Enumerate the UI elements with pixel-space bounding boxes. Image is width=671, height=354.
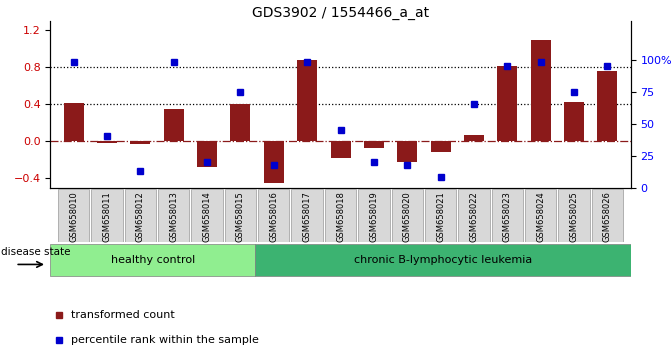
Bar bbox=[458, 189, 490, 242]
Text: GSM658019: GSM658019 bbox=[370, 192, 378, 242]
Text: GSM658018: GSM658018 bbox=[336, 192, 345, 242]
Bar bbox=[97, 141, 117, 143]
Bar bbox=[258, 189, 289, 242]
Bar bbox=[64, 103, 84, 141]
Bar bbox=[191, 189, 223, 242]
Bar bbox=[397, 141, 417, 162]
Bar bbox=[531, 40, 551, 141]
Bar bbox=[325, 189, 356, 242]
Text: healthy control: healthy control bbox=[111, 255, 195, 265]
Text: GSM658023: GSM658023 bbox=[503, 192, 512, 242]
Text: chronic B-lymphocytic leukemia: chronic B-lymphocytic leukemia bbox=[354, 255, 532, 265]
Bar bbox=[358, 189, 390, 242]
Text: GSM658016: GSM658016 bbox=[269, 192, 278, 242]
Bar bbox=[158, 189, 189, 242]
Bar bbox=[597, 71, 617, 141]
Bar bbox=[558, 189, 590, 242]
Text: GSM658015: GSM658015 bbox=[236, 192, 245, 242]
Bar bbox=[592, 189, 623, 242]
Text: transformed count: transformed count bbox=[70, 310, 174, 320]
Text: GSM658013: GSM658013 bbox=[169, 192, 178, 242]
Text: GSM658025: GSM658025 bbox=[570, 192, 578, 242]
Bar bbox=[291, 189, 323, 242]
Bar bbox=[58, 189, 89, 242]
Bar bbox=[230, 104, 250, 141]
Bar bbox=[497, 65, 517, 141]
Text: GSM658012: GSM658012 bbox=[136, 192, 145, 242]
Text: GSM658017: GSM658017 bbox=[303, 192, 311, 242]
Bar bbox=[425, 189, 456, 242]
Bar bbox=[492, 189, 523, 242]
Bar bbox=[564, 102, 584, 141]
Bar bbox=[50, 244, 255, 276]
Text: GSM658010: GSM658010 bbox=[69, 192, 79, 242]
Text: GSM658026: GSM658026 bbox=[603, 192, 612, 242]
Text: GSM658011: GSM658011 bbox=[103, 192, 111, 242]
Bar bbox=[91, 189, 123, 242]
Bar bbox=[164, 109, 184, 141]
Bar bbox=[525, 189, 556, 242]
Bar bbox=[297, 60, 317, 141]
Bar bbox=[431, 141, 451, 153]
Bar bbox=[197, 141, 217, 167]
Bar bbox=[364, 141, 384, 148]
Text: GSM658014: GSM658014 bbox=[203, 192, 211, 242]
Bar bbox=[225, 189, 256, 242]
Title: GDS3902 / 1554466_a_at: GDS3902 / 1554466_a_at bbox=[252, 6, 429, 20]
Bar bbox=[392, 189, 423, 242]
Text: GSM658021: GSM658021 bbox=[436, 192, 445, 242]
Bar bbox=[255, 244, 631, 276]
Text: GSM658024: GSM658024 bbox=[536, 192, 545, 242]
Bar bbox=[130, 141, 150, 144]
Bar bbox=[264, 141, 284, 183]
Bar bbox=[331, 141, 350, 158]
Text: percentile rank within the sample: percentile rank within the sample bbox=[70, 335, 258, 344]
Text: disease state: disease state bbox=[1, 247, 70, 257]
Bar bbox=[464, 135, 484, 141]
Bar bbox=[125, 189, 156, 242]
Text: GSM658020: GSM658020 bbox=[403, 192, 412, 242]
Text: GSM658022: GSM658022 bbox=[470, 192, 478, 242]
